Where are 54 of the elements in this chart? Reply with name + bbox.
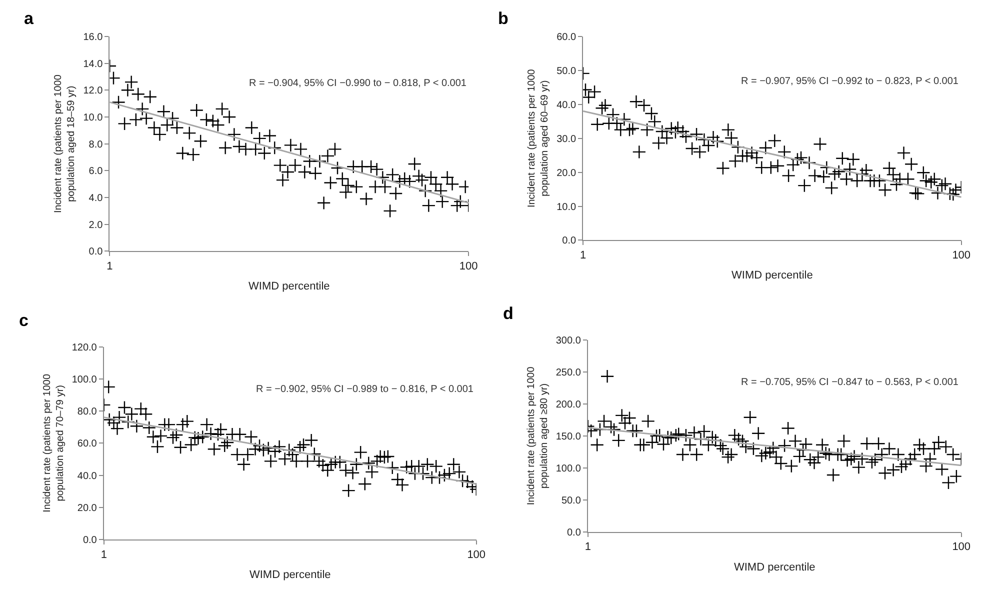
y-tick-label: 2.0 xyxy=(88,220,104,231)
x-axis-title: WIMD percentile xyxy=(249,568,331,581)
x-axis-title: WIMD percentile xyxy=(732,270,813,282)
y-tick-label: 80.0 xyxy=(77,406,98,418)
annotation: R = −0.705, 95% CI −0.847 to − 0.563, P < 0.001 xyxy=(741,377,959,388)
y-tick-label: 12.0 xyxy=(83,86,104,97)
chart-title: d xyxy=(503,304,514,323)
y-tick-label: 60.0 xyxy=(77,438,98,450)
y-tick-label: 4.0 xyxy=(88,193,104,204)
x-tick-label: 1 xyxy=(100,548,107,561)
y-tick-label: 10.0 xyxy=(83,112,104,124)
y-tick-label: 40.0 xyxy=(556,100,576,111)
y-tick-label: 50.0 xyxy=(561,496,582,507)
y-tick-label: 16.0 xyxy=(83,32,104,43)
y-tick-label: 0.0 xyxy=(88,246,104,258)
x-tick-label: 1 xyxy=(106,260,113,272)
x-tick-label: 100 xyxy=(952,541,971,554)
y-tick-label: 6.0 xyxy=(88,166,104,178)
annotation: R = −0.904, 95% CI −0.990 to − 0.818, P < 0.001 xyxy=(249,78,467,89)
y-tick-label: 60.0 xyxy=(556,32,576,43)
chart-title: b xyxy=(498,9,508,28)
y-tick-label: 0.0 xyxy=(567,528,582,539)
y-tick-label: 0.0 xyxy=(562,236,576,247)
y-tick-label: 200.0 xyxy=(556,399,582,410)
y-tick-label: 20.0 xyxy=(77,502,98,514)
x-tick-label: 1 xyxy=(584,541,591,554)
y-tick-label: 50.0 xyxy=(556,66,576,77)
y-axis-title: Incident rate (patients per 1000 population aged 70–79 yr) xyxy=(42,374,66,512)
y-tick-label: 8.0 xyxy=(88,139,104,150)
x-tick-label: 100 xyxy=(459,260,478,272)
x-axis-title: WIMD percentile xyxy=(734,561,816,574)
annotation: R = −0.902, 95% CI −0.989 to − 0.816, P < 0.001 xyxy=(256,384,474,395)
chart-title: c xyxy=(19,311,28,330)
y-tick-label: 100.0 xyxy=(72,374,98,386)
y-tick-label: 120.0 xyxy=(72,342,98,354)
x-axis-title: WIMD percentile xyxy=(248,280,330,293)
y-tick-label: 10.0 xyxy=(556,202,576,213)
x-tick-label: 1 xyxy=(580,249,586,262)
y-tick-label: 250.0 xyxy=(556,367,582,378)
y-tick-label: 300.0 xyxy=(556,335,582,346)
x-tick-label: 100 xyxy=(952,249,971,262)
y-tick-label: 100.0 xyxy=(556,463,582,474)
y-tick-label: 30.0 xyxy=(556,134,576,145)
y-tick-label: 150.0 xyxy=(556,431,582,442)
y-tick-label: 0.0 xyxy=(82,535,98,546)
y-axis-title: Incident rate (patients per 1000 population aged 60–69 yr) xyxy=(526,68,551,208)
y-tick-label: 14.0 xyxy=(83,58,104,70)
y-axis-title: Incident rate (patients per 1000 population aged ≥80 yr) xyxy=(526,366,550,506)
annotation: R = −0.907, 95% CI −0.992 to − 0.823, P < 0.001 xyxy=(741,76,959,87)
y-axis-title: Incident rate (patients per 1000 population aged 18–59 yr) xyxy=(53,74,78,214)
x-tick-label: 100 xyxy=(467,548,486,561)
chart-title: a xyxy=(24,9,34,28)
y-tick-label: 40.0 xyxy=(77,470,98,482)
y-tick-label: 20.0 xyxy=(556,168,576,179)
